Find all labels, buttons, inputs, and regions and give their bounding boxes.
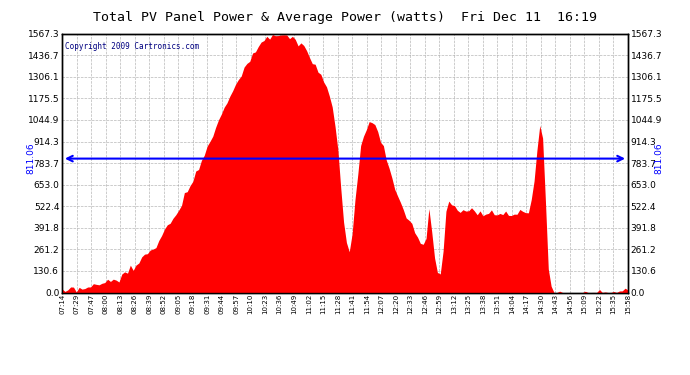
Text: Total PV Panel Power & Average Power (watts)  Fri Dec 11  16:19: Total PV Panel Power & Average Power (wa…	[93, 11, 597, 24]
Text: 811.06: 811.06	[655, 143, 664, 174]
Text: Copyright 2009 Cartronics.com: Copyright 2009 Cartronics.com	[65, 42, 199, 51]
Text: 811.06: 811.06	[26, 143, 35, 174]
